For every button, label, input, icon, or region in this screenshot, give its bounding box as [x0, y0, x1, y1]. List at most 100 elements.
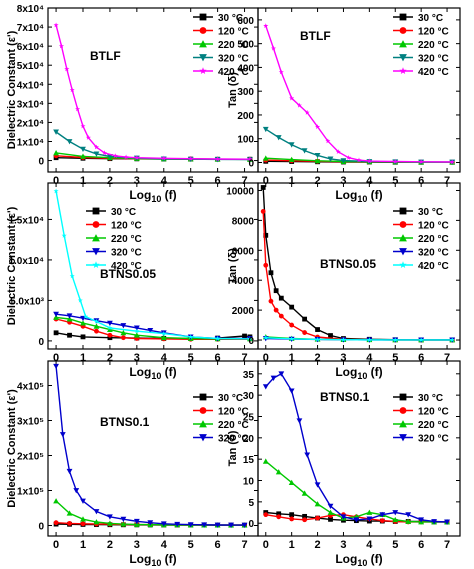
data-point [276, 514, 282, 520]
series-320C [262, 371, 450, 525]
x-tick-label: 2 [315, 175, 321, 187]
legend: 30 °C 120 °C 220 °C 320 °C 420 °C [393, 13, 449, 78]
x-tick-label: 6 [215, 175, 221, 187]
legend-marker [399, 393, 407, 401]
x-tick-label: 5 [392, 539, 398, 551]
x-axis-label: Log10 (f) [129, 552, 176, 568]
x-axis-label: Log10 (f) [129, 188, 176, 204]
data-point [133, 332, 140, 338]
data-point [289, 304, 295, 310]
data-point [107, 320, 113, 326]
data-point [80, 123, 86, 129]
x-tick-label: 5 [188, 352, 194, 364]
y-tick-label: 600 [237, 16, 254, 27]
data-point [263, 512, 269, 518]
y-tick-label: 5 [248, 498, 254, 509]
x-tick-label: 4 [161, 352, 168, 364]
data-point [288, 156, 295, 163]
data-point [107, 514, 113, 520]
x-tick-label: 1 [80, 352, 86, 364]
data-point [449, 159, 455, 165]
y-tick-label: 15 [243, 455, 255, 466]
data-point [147, 327, 154, 334]
data-point [53, 363, 59, 370]
legend-marker [199, 27, 207, 34]
sample-label: BTLF [300, 29, 331, 43]
y-tick-label: 400 [237, 63, 254, 74]
x-tick-label: 1 [289, 352, 295, 364]
legend-item: 30 °C [193, 13, 243, 24]
data-point [325, 138, 331, 144]
data-point [160, 521, 167, 527]
plot-frame [257, 182, 461, 350]
x-tick-label: 3 [340, 175, 346, 187]
x-tick-label: 7 [241, 539, 247, 551]
data-point [296, 102, 302, 108]
x-tick-label: 3 [134, 352, 140, 364]
data-point [315, 124, 321, 129]
data-point [228, 522, 234, 528]
legend-label: 30 °C [218, 393, 243, 404]
y-tick-label: 0 [38, 337, 44, 348]
y-tick-label: 7x10⁴ [17, 23, 44, 34]
series-320C [53, 363, 248, 529]
data-point [133, 518, 140, 525]
series-group [260, 185, 456, 343]
y-tick-label: 3x10⁵ [17, 417, 44, 428]
x-tick-label: 0 [263, 352, 269, 364]
legend-marker [399, 40, 407, 48]
x-tick-label: 1 [289, 539, 295, 551]
data-point [73, 488, 80, 494]
data-point [260, 209, 266, 214]
y-tick-label: 6x10⁴ [17, 42, 44, 53]
series-line [265, 128, 453, 163]
data-point [275, 135, 282, 141]
legend-item: 420 °C [86, 261, 142, 272]
legend-marker [92, 248, 100, 256]
legend-label: 220 °C [418, 420, 449, 431]
y-tick-label: 1x10⁵ [17, 487, 44, 498]
x-tick-label: 6 [418, 539, 424, 551]
y-tick-label: 5.0x10³ [10, 296, 45, 307]
panel-tan-btns01: 0 1 2 3 4 5 6 7 Log10 (f) 0 5 10 15 20 25 30 35 Tan (δ) BT… [227, 360, 461, 568]
legend-item: 220 °C [393, 234, 449, 245]
legend-label: 420 °C [111, 261, 142, 272]
legend-item: 120 °C [86, 221, 142, 232]
data-point [418, 337, 424, 342]
data-point [214, 522, 221, 528]
data-point [276, 511, 282, 517]
data-point [94, 328, 99, 334]
data-point [275, 469, 282, 475]
legend-label: 420 °C [418, 67, 449, 78]
sample-label: BTNS0.05 [100, 267, 156, 281]
legend-label: 220 °C [111, 234, 142, 245]
data-point [123, 154, 129, 160]
y-tick-label: 8x10⁴ [17, 4, 44, 15]
y-tick-label: 30 [243, 391, 255, 402]
legend-marker [399, 13, 407, 21]
data-point [289, 336, 295, 341]
data-point [161, 155, 167, 161]
x-axis-label: Log10 (f) [335, 365, 382, 381]
legend-marker [399, 248, 407, 256]
data-point [353, 517, 360, 523]
data-point [241, 522, 248, 529]
data-point [314, 501, 321, 507]
data-point [302, 316, 308, 322]
data-point [315, 327, 320, 332]
data-point [80, 516, 86, 522]
data-point [314, 152, 321, 159]
y-axis-label: Tan (δ) [227, 248, 239, 284]
legend-label: 320 °C [418, 248, 449, 259]
data-point [120, 521, 127, 527]
legend-label: 220 °C [218, 40, 249, 51]
data-point [314, 482, 321, 488]
y-axis-label: Dielectric Constant (ε') [6, 30, 18, 149]
data-point [66, 316, 73, 322]
data-point [133, 325, 140, 331]
x-axis-label: Log10 (f) [129, 365, 176, 381]
data-point [262, 155, 269, 161]
data-point [270, 375, 277, 381]
legend-marker [399, 207, 407, 215]
data-point [379, 518, 385, 524]
